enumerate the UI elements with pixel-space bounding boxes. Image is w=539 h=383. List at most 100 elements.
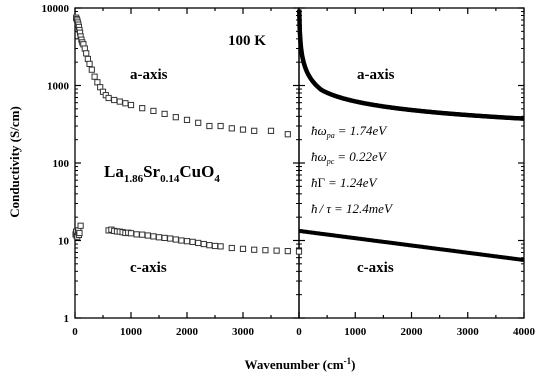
formula-sr: Sr — [143, 162, 160, 181]
data-point — [150, 107, 157, 115]
hbar-icon: ħ — [311, 149, 318, 164]
x-tick-label: 0 — [296, 326, 302, 338]
data-point — [139, 231, 146, 238]
param-omega-pa-symbol: ω — [318, 123, 327, 138]
param-gamma-value: = 1.24eV — [328, 175, 379, 190]
param-omega-pc: ħωpc = 0.22eV — [311, 149, 388, 166]
param-gamma: ħΓ = 1.24eV — [311, 175, 379, 190]
left-series-c-axis — [72, 222, 303, 255]
data-point — [211, 242, 219, 250]
data-point — [284, 247, 291, 255]
data-point — [127, 230, 135, 237]
left-a-axis-label: a-axis — [130, 67, 168, 83]
y-tick-label: 10 — [58, 236, 70, 248]
x-tick-label: 2000 — [176, 326, 199, 338]
data-point — [183, 116, 191, 123]
x-tick-label: 0 — [72, 326, 78, 338]
data-point — [77, 222, 84, 229]
data-point — [122, 100, 129, 107]
formula-la: La — [104, 162, 124, 181]
left-c-axis-label: c-axis — [130, 260, 167, 276]
right-c-axis-curve — [298, 228, 525, 262]
data-point — [206, 122, 213, 130]
data-point — [228, 125, 235, 132]
data-point — [127, 101, 135, 109]
data-point — [105, 94, 112, 102]
data-point — [206, 242, 213, 249]
x-tick-label: 1000 — [344, 326, 367, 338]
data-point — [189, 238, 196, 245]
right-a-axis-curve — [296, 9, 525, 121]
formula-la-sub: 1.86 — [124, 173, 144, 185]
param-omega-pc-symbol: ω — [318, 149, 327, 164]
data-point — [86, 60, 93, 67]
y-axis-title: Conductivity (S/cm) — [7, 106, 22, 218]
data-point — [84, 55, 91, 63]
temperature-label: 100 K — [228, 33, 266, 49]
param-omega-pa-sub: pa — [326, 131, 335, 140]
data-point — [155, 234, 163, 241]
data-point — [217, 243, 224, 250]
data-point — [139, 105, 146, 112]
param-omega-pa-value: = 1.74eV — [338, 123, 389, 138]
data-point — [239, 245, 247, 252]
data-point — [217, 122, 224, 130]
compound-formula: La1.86Sr0.14CuO4 — [104, 162, 220, 185]
data-point — [251, 127, 258, 134]
data-point — [178, 237, 185, 244]
data-point — [284, 131, 291, 138]
x-tick-label: 3000 — [457, 326, 480, 338]
param-tau: ħ / τ = 12.4meV — [311, 201, 394, 216]
data-point — [262, 247, 269, 254]
data-point — [239, 126, 247, 133]
data-point — [167, 235, 174, 242]
x-tick-label: 3000 — [232, 326, 255, 338]
data-point — [228, 244, 235, 252]
formula-sr-sub: 0.14 — [160, 173, 180, 185]
data-point — [273, 247, 280, 254]
data-point — [195, 239, 202, 247]
hbar-icon: ħ — [311, 201, 318, 216]
x-tick-label: 1000 — [120, 326, 143, 338]
drude-parameters: ħωpa = 1.74eV ħωpc = 0.22eV ħΓ = 1.24eV ħ / … — [311, 123, 394, 216]
data-point — [144, 232, 151, 239]
y-tick-label: 1000 — [47, 81, 70, 93]
data-point — [88, 66, 95, 73]
data-point — [150, 233, 157, 240]
param-omega-pc-value: = 0.22eV — [337, 149, 388, 164]
param-omega-pa: ħωpa = 1.74eV — [311, 123, 388, 140]
data-point — [133, 231, 140, 238]
left-series-a-axis — [73, 14, 291, 138]
data-point — [76, 229, 83, 237]
data-point — [91, 73, 98, 80]
x-tick-label: 2000 — [401, 326, 424, 338]
data-point — [111, 96, 118, 104]
param-gamma-symbol: Γ — [318, 175, 326, 190]
hbar-icon: ħ — [311, 123, 318, 138]
right-c-axis-label: c-axis — [357, 260, 394, 276]
right-a-axis-label: a-axis — [357, 67, 395, 83]
x-axis-title: Wavenumber (cm-1) — [245, 356, 356, 372]
formula-cu: CuO — [179, 162, 214, 181]
data-point — [172, 236, 179, 243]
data-point — [94, 79, 101, 86]
data-point — [295, 248, 303, 255]
data-point — [267, 127, 275, 134]
param-tau-symbol: / τ — [319, 201, 333, 216]
y-tick-label: 100 — [53, 158, 70, 170]
data-point — [183, 238, 191, 245]
data-point — [161, 110, 168, 118]
data-point — [116, 98, 123, 105]
y-tick-label: 10000 — [42, 3, 70, 15]
data-point — [200, 240, 207, 248]
x-axis-title-main: Wavenumber (cm — [245, 357, 344, 372]
formula-o-sub: 4 — [214, 173, 220, 185]
x-axis-title-exponent: -1 — [344, 356, 352, 366]
data-point — [195, 119, 202, 126]
data-point — [161, 234, 168, 242]
x-axis-title-close: ) — [351, 357, 355, 372]
data-point — [172, 114, 179, 121]
y-tick-label: 1 — [64, 313, 70, 325]
data-point — [83, 50, 90, 57]
